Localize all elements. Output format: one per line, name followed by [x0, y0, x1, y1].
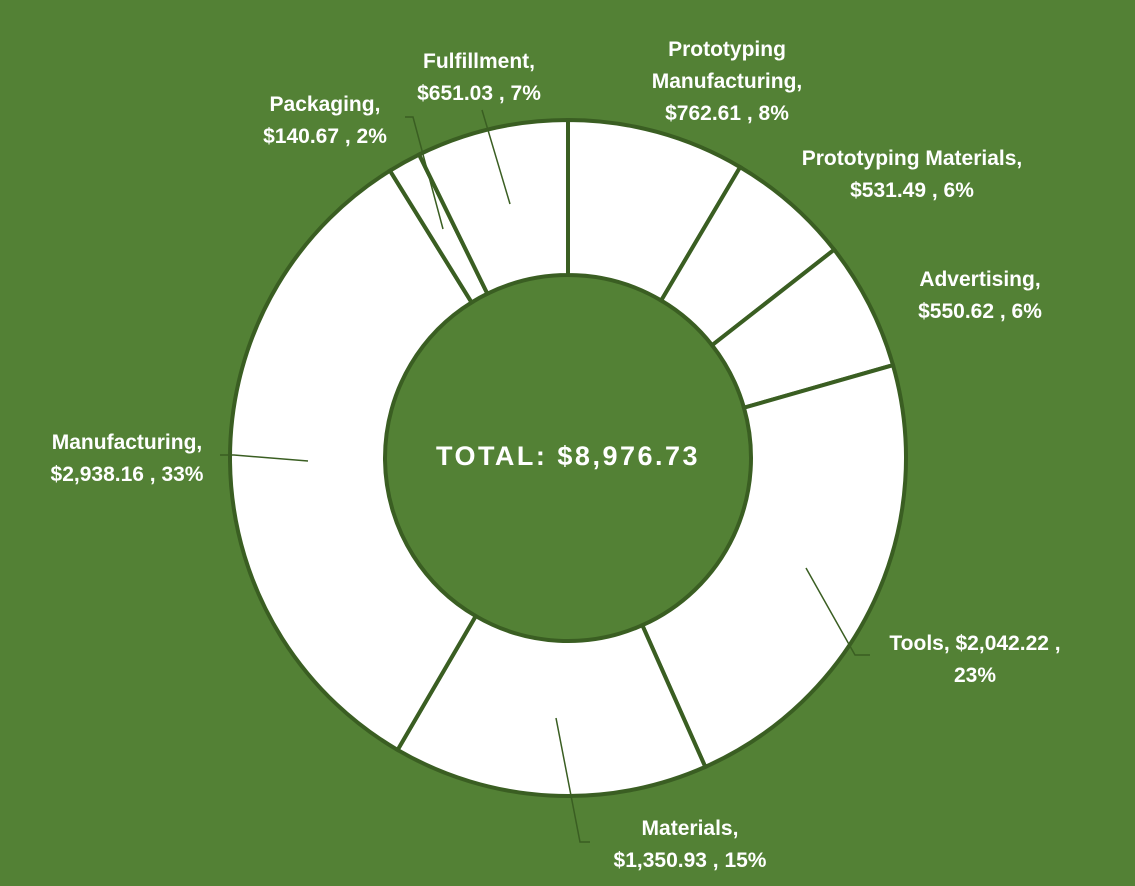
leader-line-tools: [805, 567, 870, 656]
data-label-advertising: Advertising, $550.62 , 6%: [918, 268, 1042, 323]
data-label-line: Advertising,: [919, 268, 1040, 291]
data-label-line: $550.62 , 6%: [918, 300, 1042, 323]
leader-line-fulfillment: [481, 109, 511, 205]
leader-line-manufacturing: [220, 454, 309, 462]
data-label-materials: Materials, $1,350.93 , 15%: [614, 817, 767, 872]
data-label-line: $762.61 , 8%: [665, 102, 789, 125]
data-label-line: $531.49 , 6%: [850, 179, 974, 202]
leader-line-materials: [555, 717, 590, 843]
center-total-label: TOTAL: $8,976.73: [436, 441, 700, 471]
slice-fulfillment: [416, 117, 570, 297]
data-label-prototyping-materials: Prototyping Materials, $531.49 , 6%: [802, 147, 1023, 202]
data-label-line: Manufacturing,: [652, 70, 803, 93]
data-label-line: $1,350.93 , 15%: [614, 849, 767, 872]
data-label-prototyping-manufacturing: Prototyping Manufacturing, $762.61 , 8%: [652, 38, 803, 125]
data-label-line: Fulfillment,: [423, 50, 535, 73]
slices-group: [228, 117, 908, 798]
data-label-line: Prototyping Materials,: [802, 147, 1023, 170]
slice-tools: [639, 362, 908, 770]
data-label-manufacturing: Manufacturing, $2,938.16 , 33%: [51, 431, 204, 486]
leader-lines-group: [220, 109, 870, 843]
slice-materials: [394, 613, 708, 798]
data-labels-group: Prototyping Manufacturing, $762.61 , 8%Pro…: [51, 38, 1061, 872]
data-label-line: $2,938.16 , 33%: [51, 463, 204, 486]
data-label-fulfillment: Fulfillment, $651.03 , 7%: [417, 50, 541, 105]
data-label-line: Manufacturing,: [52, 431, 203, 454]
slice-manufacturing: [228, 167, 479, 753]
data-label-line: $651.03 , 7%: [417, 82, 541, 105]
data-label-line: 23%: [954, 664, 996, 687]
data-label-line: Packaging,: [270, 93, 381, 116]
data-label-line: Tools, $2,042.22 ,: [889, 632, 1060, 655]
data-label-line: Materials,: [642, 817, 739, 840]
data-label-packaging: Packaging, $140.67 , 2%: [263, 93, 387, 148]
data-label-tools: Tools, $2,042.22 , 23%: [889, 632, 1060, 687]
leader-line-packaging: [405, 116, 444, 230]
data-label-line: $140.67 , 2%: [263, 125, 387, 148]
data-label-line: Prototyping: [668, 38, 786, 61]
